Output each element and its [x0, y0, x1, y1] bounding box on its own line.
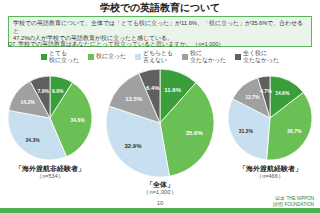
html-text:（n=1,000）: （n=1,000）: [143, 189, 177, 195]
html-text:役に 立たなかった: 役に 立たなかった: [190, 50, 226, 63]
html-text:全く役に 立たなかった: 全く役に 立たなかった: [243, 50, 279, 63]
svg-text:13.5%: 13.5%: [125, 96, 143, 102]
html-text:10: 10: [156, 200, 164, 206]
svg-text:11.6%: 11.6%: [164, 87, 181, 93]
html-text:学校での英語教育について、全体では「とても役に立った」が11: 学校での英語教育について、全体では「とても役に立った」が11.6%、「役に立った…: [13, 20, 304, 41]
html-text:Q7 学校での英語教育はあなたにとって役立っていると思います: Q7 学校での英語教育はあなたにとって役立っていると思いますか。（n=1,000…: [8, 41, 225, 47]
svg-text:34.3%: 34.3%: [26, 137, 41, 143]
svg-text:14.2%: 14.2%: [20, 99, 35, 105]
svg-text:36.7%: 36.7%: [287, 128, 302, 134]
html-text:「海外渡航非経験者」: 「海外渡航非経験者」: [15, 165, 85, 172]
html-text:どちらとも 言えない: どちらとも 言えない: [143, 50, 173, 63]
svg-text:9.0%: 9.0%: [52, 88, 64, 94]
html-text:「全体」: 「全体」: [146, 181, 174, 188]
html-text:役に立った: 役に立った: [96, 53, 126, 60]
html-text:とても 役に立った: とても 役に立った: [49, 50, 79, 63]
html-text:日本 THE NIPPON 財団 FOUNDATION: 日本 THE NIPPON 財団 FOUNDATION: [273, 196, 314, 207]
html-text:「海外渡航経験者」: 「海外渡航経験者」: [238, 165, 302, 172]
html-text:（n=466）: （n=466）: [256, 173, 284, 179]
svg-text:12.7%: 12.7%: [245, 94, 260, 100]
svg-text:31.3%: 31.3%: [239, 128, 254, 134]
html-text:学校での英語教育について: 学校での英語教育について: [100, 2, 220, 13]
svg-text:6.4%: 6.4%: [146, 85, 160, 91]
svg-text:32.9%: 32.9%: [125, 143, 143, 149]
svg-text:35.6%: 35.6%: [186, 130, 204, 136]
svg-text:14.6%: 14.6%: [275, 90, 290, 96]
svg-text:7.9%: 7.9%: [37, 88, 49, 94]
svg-text:34.6%: 34.6%: [71, 117, 86, 123]
svg-text:4.7%: 4.7%: [260, 88, 272, 94]
html-text:（n=534）: （n=534）: [36, 173, 64, 179]
